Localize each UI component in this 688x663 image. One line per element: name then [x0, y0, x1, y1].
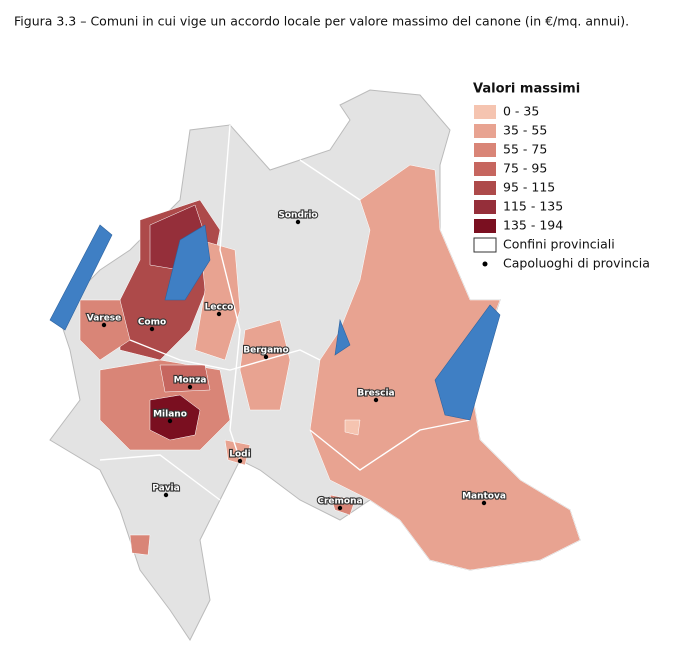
legend-swatch	[474, 105, 496, 119]
legend-label: 55 - 75	[503, 142, 547, 157]
city: Milano	[152, 408, 188, 424]
city: Mantova	[461, 490, 507, 506]
city-label: Lecco	[205, 303, 234, 313]
legend-border-swatch	[473, 237, 497, 253]
figure-title: Figura 3.3 – Comuni in cui vige un accor…	[14, 14, 629, 29]
city: Lodi	[228, 448, 252, 464]
area-bergamo	[239, 319, 291, 411]
city-dot	[481, 500, 487, 506]
legend-label: 75 - 95	[503, 161, 547, 176]
area-milano	[149, 394, 201, 441]
city-label: Bergamo	[243, 346, 288, 356]
city-dot	[337, 505, 343, 511]
legend-label: 95 - 115	[503, 180, 555, 195]
city-dot	[295, 219, 301, 225]
city-label: Varese	[87, 314, 122, 324]
lake-garda	[434, 304, 501, 421]
city-dot	[101, 322, 107, 328]
city: Brescia	[356, 387, 396, 403]
city: Varese	[86, 312, 122, 328]
city: Sondrio	[277, 209, 319, 225]
area-monza	[159, 364, 211, 393]
legend-swatch	[474, 124, 496, 138]
city-dot	[187, 384, 193, 390]
lake-maggiore	[49, 224, 113, 331]
city: Pavia	[151, 482, 181, 498]
legend-swatch	[474, 200, 496, 214]
legend-dot	[482, 261, 488, 267]
legend-label: Confini provinciali	[503, 237, 615, 252]
city-label: Milano	[153, 410, 187, 420]
city: Cremona	[316, 495, 364, 511]
legend-swatch	[474, 219, 496, 233]
cities: Sondrio Varese Como Lecco Bergamo Monza …	[86, 209, 507, 511]
legend-label: 35 - 55	[503, 123, 547, 138]
map	[49, 89, 581, 641]
city: Como	[137, 316, 167, 332]
lake-como	[164, 224, 211, 301]
lake-iseo	[334, 318, 351, 356]
legend-label: 135 - 194	[503, 218, 563, 233]
area-brescia-light	[344, 419, 361, 436]
city-label: Brescia	[357, 389, 394, 399]
legend-label: 115 - 135	[503, 199, 563, 214]
city-label: Cremona	[317, 497, 362, 507]
legend-swatch	[474, 143, 496, 157]
legend-label: Capoluoghi di provincia	[503, 256, 650, 271]
city: Monza	[172, 374, 208, 390]
city-dot	[149, 326, 155, 332]
legend-swatch	[474, 181, 496, 195]
legend-title: Valori massimi	[473, 82, 580, 97]
city-label: Como	[138, 318, 166, 328]
city-dot	[237, 458, 243, 464]
city-label: Pavia	[152, 484, 179, 494]
area-cremona	[329, 494, 356, 516]
city-label: Sondrio	[278, 211, 317, 221]
city-dot	[216, 311, 222, 317]
city-dot	[263, 354, 269, 360]
legend-label: 0 - 35	[503, 104, 539, 119]
legend: Valori massimi 0 - 35 35 - 55 55 - 75 75 - …	[473, 82, 650, 271]
city-label: Monza	[174, 376, 207, 386]
city-dot	[163, 492, 169, 498]
area-varese	[79, 299, 131, 361]
city: Lecco	[204, 301, 234, 317]
province-borders	[99, 124, 471, 501]
city-dot	[373, 397, 379, 403]
city-label: Mantova	[462, 492, 506, 502]
area-lecco	[194, 239, 241, 361]
city-label: Lodi	[229, 450, 250, 460]
area-pavia	[129, 534, 151, 556]
city-dot	[167, 418, 173, 424]
city: Bergamo	[242, 344, 290, 360]
legend-swatch	[474, 162, 496, 176]
